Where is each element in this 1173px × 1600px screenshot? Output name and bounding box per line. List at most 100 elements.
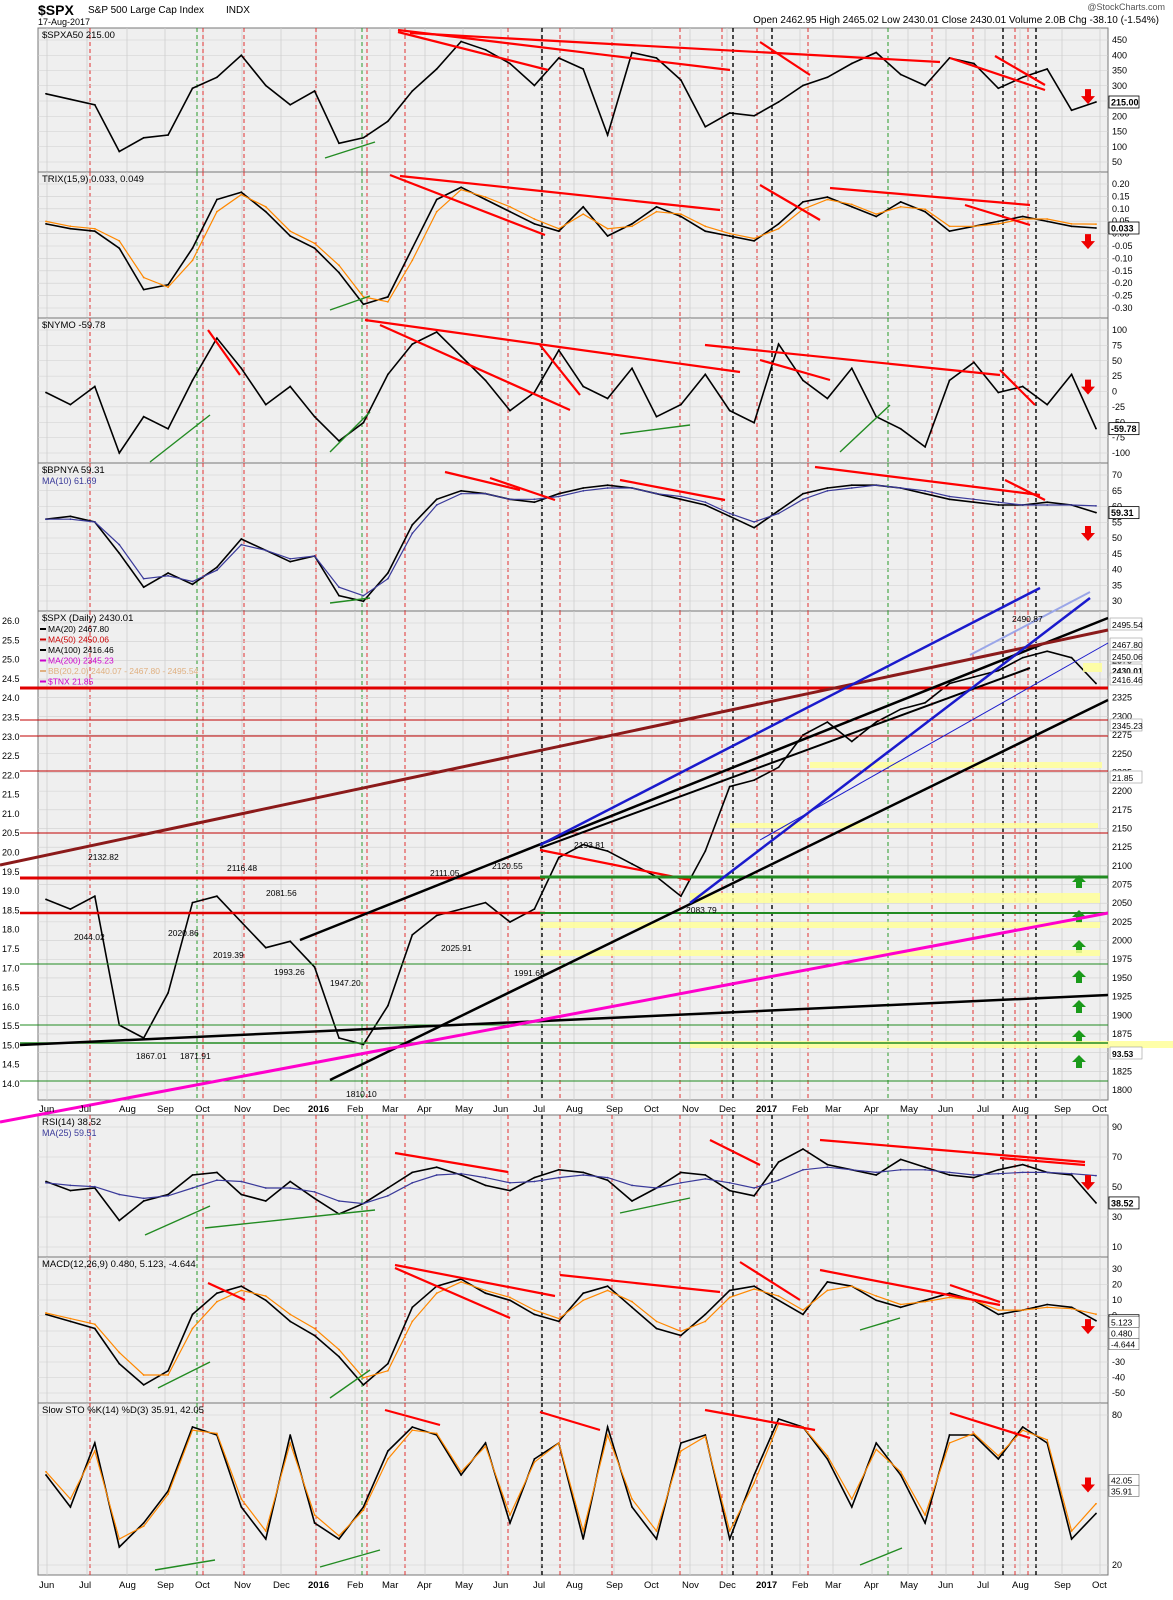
divergence-line [1004,479,1046,501]
data-point [1046,1306,1049,1309]
data-point [386,577,389,580]
divergence-line [207,1282,246,1301]
data-point [924,1299,926,1302]
price-zone [730,823,1098,828]
data-point [679,403,682,406]
x-axis-label: Sep [157,1580,174,1591]
y-tick-label: 100 [1112,142,1127,152]
data-point [45,1180,47,1183]
value-label: 0.480 [1111,1329,1133,1339]
data-point [875,1442,878,1444]
divergence-line [759,41,811,76]
data-point [850,740,853,743]
data-point [704,504,707,506]
y-tick-label: 100 [1112,325,1127,335]
data-point [997,222,1000,225]
data-point [289,103,292,106]
divergence-line [364,318,741,374]
data-point [948,1171,951,1174]
data-point [386,1450,389,1452]
data-point [1021,656,1024,659]
chart-name: S&P 500 Large Cap Index [88,5,205,16]
y-tick-label: -0.05 [1112,241,1133,251]
data-point [362,594,365,597]
divergence-line [709,1139,761,1166]
price-value-label: 2495.54 [1112,620,1143,630]
data-point [582,1171,585,1174]
arrow-up-icon [1072,940,1086,953]
x-axis-label: Jul [533,1580,545,1591]
data-point [509,1189,511,1192]
data-point [606,1434,609,1436]
data-point [899,1474,902,1476]
x-axis-label: Sep [1054,1580,1071,1591]
data-point [704,230,707,233]
data-point [167,427,169,430]
divergence-line [384,1408,441,1427]
data-point [802,1309,804,1312]
y-tick-label: 2175 [1112,805,1132,815]
data-point [704,501,707,504]
data-point [753,1288,756,1290]
data-point [631,225,633,228]
data-point [704,1435,707,1438]
data-point [997,1168,1000,1171]
panel-title: $BPNYA 59.31 [42,465,105,476]
y-tick-label: 25 [1112,371,1122,381]
data-point [362,421,365,424]
data-point [1021,1429,1024,1432]
data-point [1046,501,1049,504]
price-label: 2116.48 [227,863,257,873]
data-point [386,1369,389,1372]
data-point [1046,220,1049,223]
data-point [142,1383,145,1386]
series-line [45,1281,1097,1379]
data-point [728,1189,731,1192]
data-point [338,264,340,267]
data-point [606,484,609,487]
data-point [509,1299,511,1302]
data-point [460,489,463,492]
y-tick-label: 2025 [1112,917,1132,927]
data-point [460,1281,463,1283]
data-point [973,1174,975,1176]
data-point [460,186,463,189]
data-point [264,205,267,208]
trend-line [329,698,1109,1082]
panel-title: MACD(12,26,9) 0.480, 5.123, -4.644 [42,1259,196,1270]
price-value-label: 93.53 [1112,1049,1134,1059]
data-point [899,1158,902,1161]
data-point [850,1285,853,1288]
y-tick-label-left: 17.0 [2,963,20,973]
data-point [899,1306,902,1309]
x-axis-label: Oct [644,1104,659,1115]
panel-title: $SPXA50 215.00 [42,30,115,41]
y-tick-label: 20 [1112,1280,1122,1290]
data-point [191,1327,194,1330]
data-point [435,504,438,506]
data-point [826,198,829,201]
last-value-box [1108,221,1140,235]
data-point [899,1303,902,1306]
data-point [460,1174,463,1176]
last-value-label: 215.00 [1111,98,1139,108]
data-point [728,1538,731,1540]
data-point [557,227,560,230]
y-tick-label: 1825 [1112,1066,1132,1076]
data-point [924,1168,926,1171]
data-point [1021,504,1024,506]
data-point [362,1383,365,1386]
panel-title: RSI(14) 38.52 [42,1117,101,1128]
data-point [289,557,292,560]
panel-title: $NYMO -59.78 [42,320,105,331]
y-tick-label: 2150 [1112,823,1132,833]
data-point [69,908,72,910]
data-point [850,1168,853,1171]
data-point [386,1458,389,1460]
y-tick-label: -30 [1112,1357,1125,1367]
divergence-line [829,186,1031,207]
data-point [875,721,878,724]
data-point [948,1296,951,1299]
